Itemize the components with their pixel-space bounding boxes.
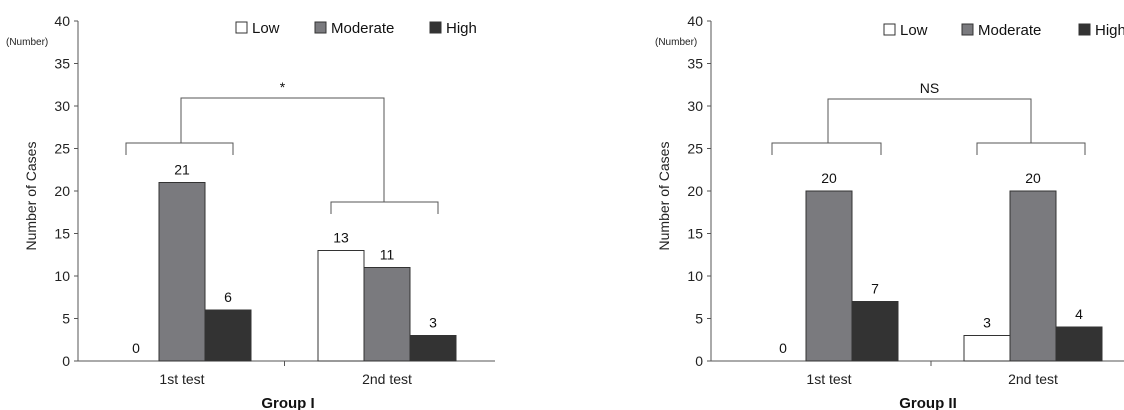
x-category-label: 1st test bbox=[806, 371, 851, 387]
y-tick-label: 20 bbox=[687, 183, 703, 199]
comparison-bracket bbox=[180, 97, 385, 202]
y-axis-title: Number of Cases bbox=[656, 142, 672, 251]
bar-high-1 bbox=[204, 309, 252, 362]
comparison-bracket bbox=[827, 98, 1032, 143]
data-label: 0 bbox=[132, 340, 140, 356]
legend-label-high: High bbox=[1095, 22, 1124, 39]
bar-high-2 bbox=[1055, 326, 1103, 362]
data-label: 3 bbox=[983, 315, 991, 331]
y-tick-label: 5 bbox=[695, 311, 703, 327]
y-tick-label: 0 bbox=[695, 353, 703, 369]
data-label: 21 bbox=[174, 162, 190, 178]
y-tick-label: 20 bbox=[54, 183, 70, 199]
x-category-label: 1st test bbox=[159, 371, 204, 387]
data-label: 20 bbox=[821, 170, 837, 186]
x-category-label: 2nd test bbox=[362, 371, 412, 387]
y-tick-label: 35 bbox=[687, 56, 703, 72]
legend-label-moderate: Moderate bbox=[331, 20, 394, 37]
y-tick-label: 5 bbox=[62, 311, 70, 327]
y-tick-label: 0 bbox=[62, 353, 70, 369]
bar-low-2 bbox=[317, 250, 365, 362]
y-tick-label: 10 bbox=[687, 268, 703, 284]
y-tick-label: 25 bbox=[54, 141, 70, 157]
bar-moderate-2 bbox=[1009, 190, 1057, 362]
data-label: 0 bbox=[779, 340, 787, 356]
data-label: 4 bbox=[1075, 306, 1083, 322]
y-tick-label: 35 bbox=[54, 56, 70, 72]
bar-moderate-1 bbox=[158, 182, 206, 362]
group-bracket bbox=[976, 142, 1086, 155]
y-tick-label: 15 bbox=[54, 226, 70, 242]
legend-label-high: High bbox=[446, 20, 477, 37]
data-label: 3 bbox=[429, 315, 437, 331]
data-label: 7 bbox=[871, 281, 879, 297]
x-category-label: 2nd test bbox=[1008, 371, 1058, 387]
legend-swatch-high bbox=[1078, 23, 1091, 36]
chart-panel-1: 0 5 10 15 20 25 30 35 40 (Number) Number of Cases 0… bbox=[6, 13, 495, 410]
y-unit-label: (Number) bbox=[6, 37, 48, 48]
bar-high-2 bbox=[409, 335, 457, 362]
group-bracket bbox=[125, 142, 234, 155]
legend-swatch-moderate bbox=[314, 21, 327, 34]
bar-moderate-2 bbox=[363, 267, 411, 362]
y-tick-label: 10 bbox=[54, 268, 70, 284]
x-axis-title: Group II bbox=[899, 395, 957, 410]
legend-swatch-moderate bbox=[961, 23, 974, 36]
y-tick-label: 40 bbox=[54, 13, 70, 29]
y-tick-label: 30 bbox=[54, 98, 70, 114]
legend-swatch-high bbox=[429, 21, 442, 34]
data-label: 6 bbox=[224, 289, 232, 305]
y-axis-title: Number of Cases bbox=[23, 142, 39, 251]
y-tick-label: 25 bbox=[687, 141, 703, 157]
bar-low-2 bbox=[963, 335, 1011, 362]
legend-label-moderate: Moderate bbox=[978, 22, 1041, 39]
y-unit-label: (Number) bbox=[655, 37, 697, 48]
group-bracket bbox=[771, 142, 882, 155]
legend-label-low: Low bbox=[900, 22, 928, 39]
significance-label: NS bbox=[920, 80, 939, 96]
chart-panel-2: 0 5 10 15 20 25 30 35 40 (Number) Number of Cases 0… bbox=[655, 13, 1124, 410]
bar-moderate-1 bbox=[805, 190, 853, 362]
y-tick-label: 30 bbox=[687, 98, 703, 114]
x-axis-title: Group I bbox=[261, 395, 314, 410]
y-tick-label: 15 bbox=[687, 226, 703, 242]
significance-label: * bbox=[280, 79, 286, 95]
data-label: 11 bbox=[380, 247, 395, 263]
group-bracket bbox=[330, 201, 439, 214]
data-label: 20 bbox=[1025, 170, 1041, 186]
legend-swatch-low bbox=[235, 21, 248, 34]
legend-swatch-low bbox=[883, 23, 896, 36]
bar-high-1 bbox=[851, 301, 899, 362]
data-label: 13 bbox=[333, 230, 349, 246]
legend-label-low: Low bbox=[252, 20, 280, 37]
y-tick-label: 40 bbox=[687, 13, 703, 29]
